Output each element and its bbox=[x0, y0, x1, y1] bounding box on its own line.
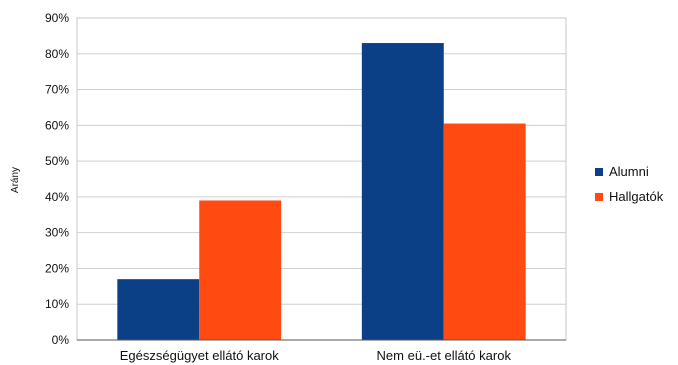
y-tick-label: 60% bbox=[45, 118, 69, 132]
y-tick-label: 50% bbox=[45, 154, 69, 168]
x-category-label: Egészségügyet ellátó karok bbox=[120, 348, 279, 363]
bar-alumni-1 bbox=[117, 279, 200, 340]
x-category-label: Nem eü.-et ellátó karok bbox=[377, 348, 512, 363]
y-tick-label: 80% bbox=[45, 47, 69, 61]
x-category-labels: Egészségügyet ellátó karok Nem eü.-et ell… bbox=[120, 348, 512, 363]
legend-label: Hallgatók bbox=[609, 189, 664, 204]
bar-hallgatók-2 bbox=[443, 123, 526, 341]
y-tick-label: 10% bbox=[45, 297, 69, 311]
y-axis-title: Arány bbox=[10, 167, 21, 193]
legend-swatch bbox=[595, 168, 603, 176]
y-tick-label: 40% bbox=[45, 190, 69, 204]
bars bbox=[117, 43, 526, 341]
y-tick-label: 20% bbox=[45, 261, 69, 275]
bar-hallgatók-1 bbox=[199, 200, 282, 340]
y-tick-label: 30% bbox=[45, 226, 69, 240]
bar-alumni-2 bbox=[361, 43, 444, 341]
y-tick-label: 90% bbox=[45, 11, 69, 25]
y-tick-label: 0% bbox=[52, 333, 70, 347]
legend-swatch bbox=[595, 193, 603, 201]
y-tick-label: 70% bbox=[45, 83, 69, 97]
legend-label: Alumni bbox=[609, 164, 649, 179]
legend: Alumni Hallgatók bbox=[595, 164, 664, 204]
y-tick-labels: 0% 10% 20% 30% 40% 50% 60% 70% 80% 90% bbox=[45, 11, 69, 347]
